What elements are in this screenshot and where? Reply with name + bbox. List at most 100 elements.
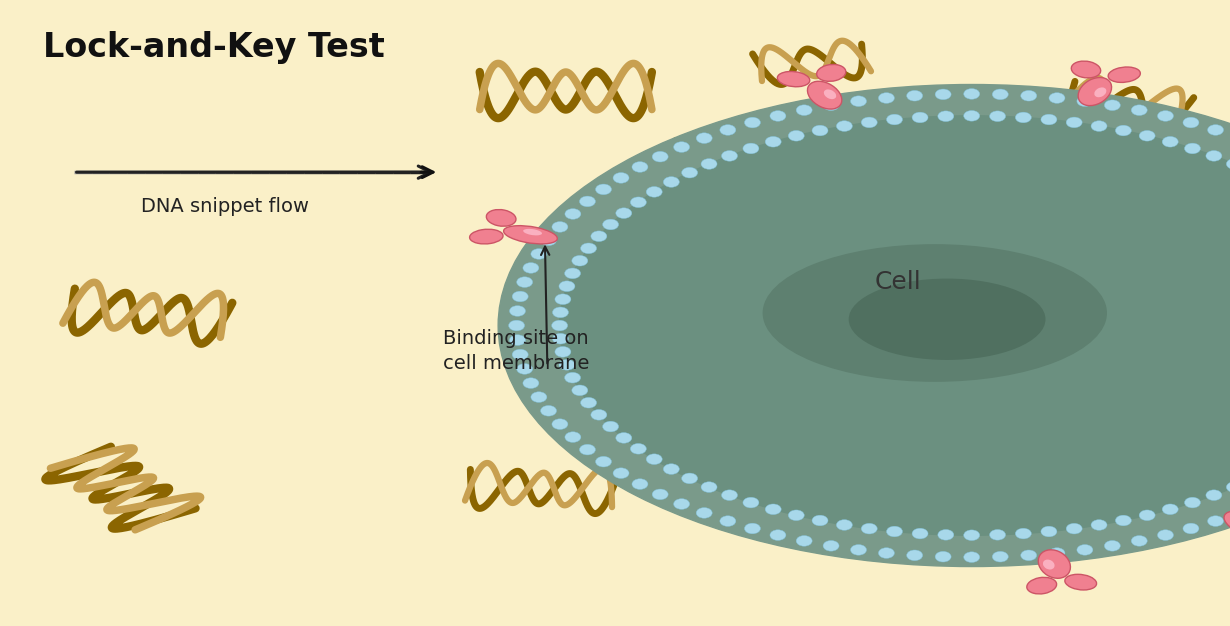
Ellipse shape <box>486 210 515 226</box>
Ellipse shape <box>777 71 809 87</box>
Ellipse shape <box>523 378 539 389</box>
Ellipse shape <box>887 526 903 537</box>
Ellipse shape <box>555 294 571 305</box>
Ellipse shape <box>1079 78 1112 106</box>
Ellipse shape <box>1132 536 1148 546</box>
Ellipse shape <box>812 515 828 526</box>
Ellipse shape <box>1116 515 1132 526</box>
Ellipse shape <box>613 468 629 478</box>
Ellipse shape <box>812 125 828 136</box>
Ellipse shape <box>1162 504 1178 515</box>
Ellipse shape <box>1021 550 1037 561</box>
Ellipse shape <box>1041 526 1057 537</box>
Ellipse shape <box>590 409 606 420</box>
Ellipse shape <box>878 548 894 558</box>
Circle shape <box>560 116 1230 535</box>
Ellipse shape <box>1077 545 1093 555</box>
Ellipse shape <box>849 279 1046 360</box>
Ellipse shape <box>565 268 581 279</box>
Ellipse shape <box>565 208 581 219</box>
Ellipse shape <box>696 133 712 143</box>
Ellipse shape <box>823 100 839 111</box>
Ellipse shape <box>1162 136 1178 147</box>
Ellipse shape <box>796 105 812 115</box>
Ellipse shape <box>616 433 632 443</box>
Text: Binding site on
cell membrane: Binding site on cell membrane <box>443 329 589 372</box>
Ellipse shape <box>1043 560 1054 570</box>
Ellipse shape <box>509 320 525 331</box>
Ellipse shape <box>861 523 877 534</box>
Ellipse shape <box>646 454 662 464</box>
Text: Cell: Cell <box>875 270 921 294</box>
Ellipse shape <box>836 520 852 530</box>
Ellipse shape <box>770 530 786 540</box>
Ellipse shape <box>630 443 646 454</box>
Ellipse shape <box>1139 510 1155 521</box>
Ellipse shape <box>990 111 1006 121</box>
Ellipse shape <box>743 497 759 508</box>
Ellipse shape <box>565 432 581 443</box>
Ellipse shape <box>1015 112 1031 123</box>
Ellipse shape <box>722 490 738 501</box>
Ellipse shape <box>935 552 951 562</box>
Ellipse shape <box>744 117 760 128</box>
Circle shape <box>498 85 1230 567</box>
Ellipse shape <box>722 150 738 161</box>
Ellipse shape <box>613 173 629 183</box>
Ellipse shape <box>796 536 812 546</box>
Ellipse shape <box>850 96 866 106</box>
Ellipse shape <box>470 229 503 244</box>
Ellipse shape <box>823 540 839 551</box>
Ellipse shape <box>861 117 877 128</box>
Ellipse shape <box>590 231 606 242</box>
Ellipse shape <box>652 489 668 500</box>
Ellipse shape <box>1027 577 1057 594</box>
Ellipse shape <box>770 111 786 121</box>
Ellipse shape <box>517 277 533 287</box>
Ellipse shape <box>1183 117 1199 128</box>
Ellipse shape <box>701 482 717 493</box>
Ellipse shape <box>1205 490 1221 501</box>
Ellipse shape <box>595 184 611 195</box>
Ellipse shape <box>581 398 597 408</box>
Ellipse shape <box>552 419 568 429</box>
Ellipse shape <box>990 530 1006 540</box>
Ellipse shape <box>509 335 525 346</box>
Ellipse shape <box>836 121 852 131</box>
Ellipse shape <box>646 187 662 197</box>
Ellipse shape <box>1049 93 1065 103</box>
Ellipse shape <box>540 235 556 245</box>
Ellipse shape <box>763 244 1107 382</box>
Ellipse shape <box>581 243 597 254</box>
Ellipse shape <box>523 229 542 235</box>
Ellipse shape <box>807 81 841 109</box>
Ellipse shape <box>1066 117 1082 128</box>
Ellipse shape <box>1041 114 1057 125</box>
Ellipse shape <box>765 136 781 147</box>
Ellipse shape <box>512 291 528 302</box>
Ellipse shape <box>1015 528 1031 539</box>
Ellipse shape <box>1105 100 1121 111</box>
Ellipse shape <box>540 406 556 416</box>
Ellipse shape <box>765 504 781 515</box>
Text: DNA snippet flow: DNA snippet flow <box>141 197 310 216</box>
Ellipse shape <box>509 305 525 316</box>
Ellipse shape <box>558 359 574 370</box>
Ellipse shape <box>1065 574 1097 590</box>
Ellipse shape <box>503 226 557 244</box>
Ellipse shape <box>887 114 903 125</box>
Ellipse shape <box>1049 548 1065 558</box>
Ellipse shape <box>1132 105 1148 115</box>
Ellipse shape <box>1139 130 1155 141</box>
Ellipse shape <box>1091 121 1107 131</box>
Ellipse shape <box>1116 125 1132 136</box>
Ellipse shape <box>595 456 611 467</box>
Ellipse shape <box>663 177 679 187</box>
Ellipse shape <box>523 262 539 273</box>
Ellipse shape <box>1105 540 1121 551</box>
Ellipse shape <box>1226 482 1230 493</box>
Ellipse shape <box>788 510 804 521</box>
Ellipse shape <box>1226 158 1230 169</box>
Ellipse shape <box>850 545 866 555</box>
Ellipse shape <box>1091 520 1107 530</box>
